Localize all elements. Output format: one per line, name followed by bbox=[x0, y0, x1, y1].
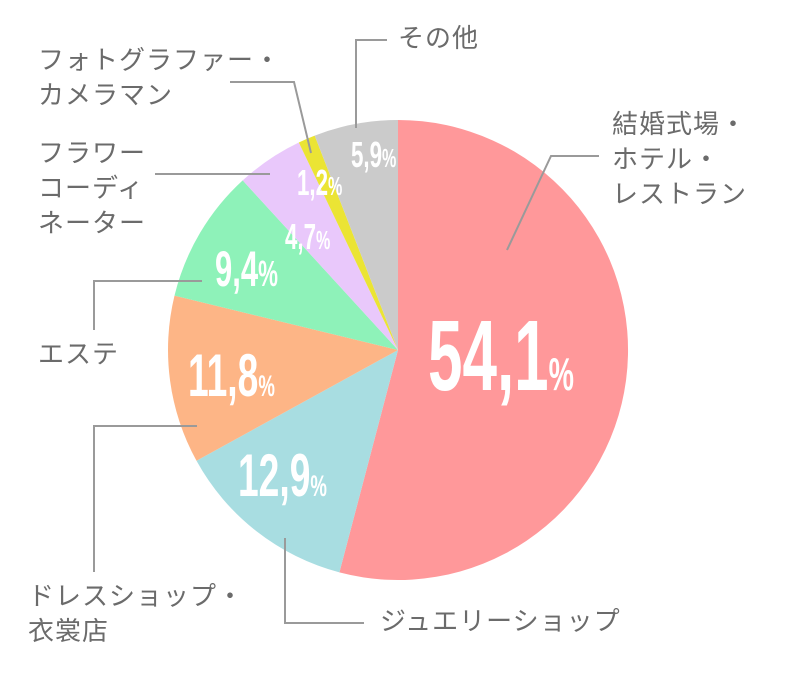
pct-photo: 1,2% bbox=[297, 164, 342, 204]
leader-wedding bbox=[506, 155, 599, 251]
slice-jewelry bbox=[196, 350, 398, 573]
label-dress: ドレスショップ・ 衣裳店 bbox=[28, 582, 245, 647]
label-wedding: 結婚式場・ ホテル・ レストラン bbox=[612, 110, 748, 210]
slice-esthe bbox=[174, 180, 398, 350]
leader-dress bbox=[93, 425, 197, 572]
leader-other bbox=[355, 39, 387, 128]
slice-photo bbox=[298, 135, 398, 350]
pct-jewelry: 12,9% bbox=[238, 442, 327, 509]
slice-other bbox=[314, 120, 398, 350]
pct-esthe: 9,4% bbox=[215, 240, 278, 296]
label-flower: フラワー コーディ ネーター bbox=[38, 139, 147, 239]
slice-wedding bbox=[339, 120, 629, 580]
pct-other: 5,9% bbox=[351, 136, 396, 176]
leader-jewelry bbox=[284, 538, 364, 624]
pct-wedding: 54,1% bbox=[428, 300, 574, 412]
slice-dress bbox=[167, 295, 398, 461]
label-esthe: エステ bbox=[38, 340, 120, 370]
label-other: その他 bbox=[398, 24, 480, 54]
leader-photo bbox=[230, 81, 312, 154]
slice-flower bbox=[242, 142, 398, 350]
pct-flower: 4,7% bbox=[285, 218, 330, 258]
label-photo: フォトグラファー・ カメラマン bbox=[38, 46, 282, 111]
label-jewelry: ジュエリーショップ bbox=[380, 607, 621, 637]
leader-esthe bbox=[93, 280, 202, 330]
pct-dress: 11,8% bbox=[188, 342, 275, 409]
